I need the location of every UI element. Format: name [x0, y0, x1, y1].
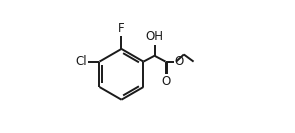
Text: O: O — [175, 55, 184, 68]
Text: OH: OH — [145, 30, 163, 43]
Text: F: F — [118, 22, 125, 35]
Text: Cl: Cl — [76, 55, 87, 68]
Text: O: O — [162, 75, 171, 88]
